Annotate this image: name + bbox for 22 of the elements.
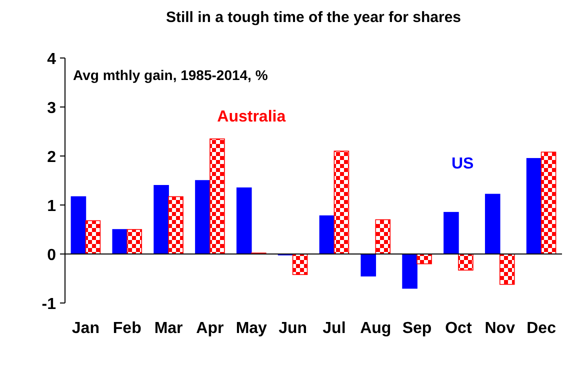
x-tick-label: Feb bbox=[112, 320, 142, 337]
x-tick-label: Jan bbox=[72, 320, 100, 337]
series-label: US bbox=[451, 155, 474, 172]
x-tick-label: May bbox=[236, 320, 268, 337]
x-tick-label: Jun bbox=[278, 320, 308, 337]
y-tick-label: 4 bbox=[47, 51, 56, 68]
text: Avg mthly gain, 1985-2014, % bbox=[73, 67, 268, 83]
x-tick-label: Nov bbox=[484, 320, 516, 337]
y-tick-label: -1 bbox=[42, 296, 56, 313]
x-tick-label: Oct bbox=[445, 320, 472, 337]
chart-title: Still in a tough time of the year for shares bbox=[166, 9, 462, 26]
x-tick-label: Dec bbox=[526, 320, 556, 337]
x-tick-label: Apr bbox=[196, 320, 224, 337]
y-tick-label: 1 bbox=[47, 198, 56, 215]
y-tick-label: 2 bbox=[47, 149, 56, 166]
x-tick-label: Sep bbox=[402, 320, 432, 337]
y-tick-label: 0 bbox=[47, 247, 56, 264]
series-label: Australia bbox=[217, 108, 286, 126]
x-tick-label: Aug bbox=[360, 320, 392, 337]
x-tick-label: Mar bbox=[154, 320, 183, 337]
y-tick-label: 3 bbox=[47, 100, 56, 117]
x-tick-label: Jul bbox=[322, 320, 346, 337]
